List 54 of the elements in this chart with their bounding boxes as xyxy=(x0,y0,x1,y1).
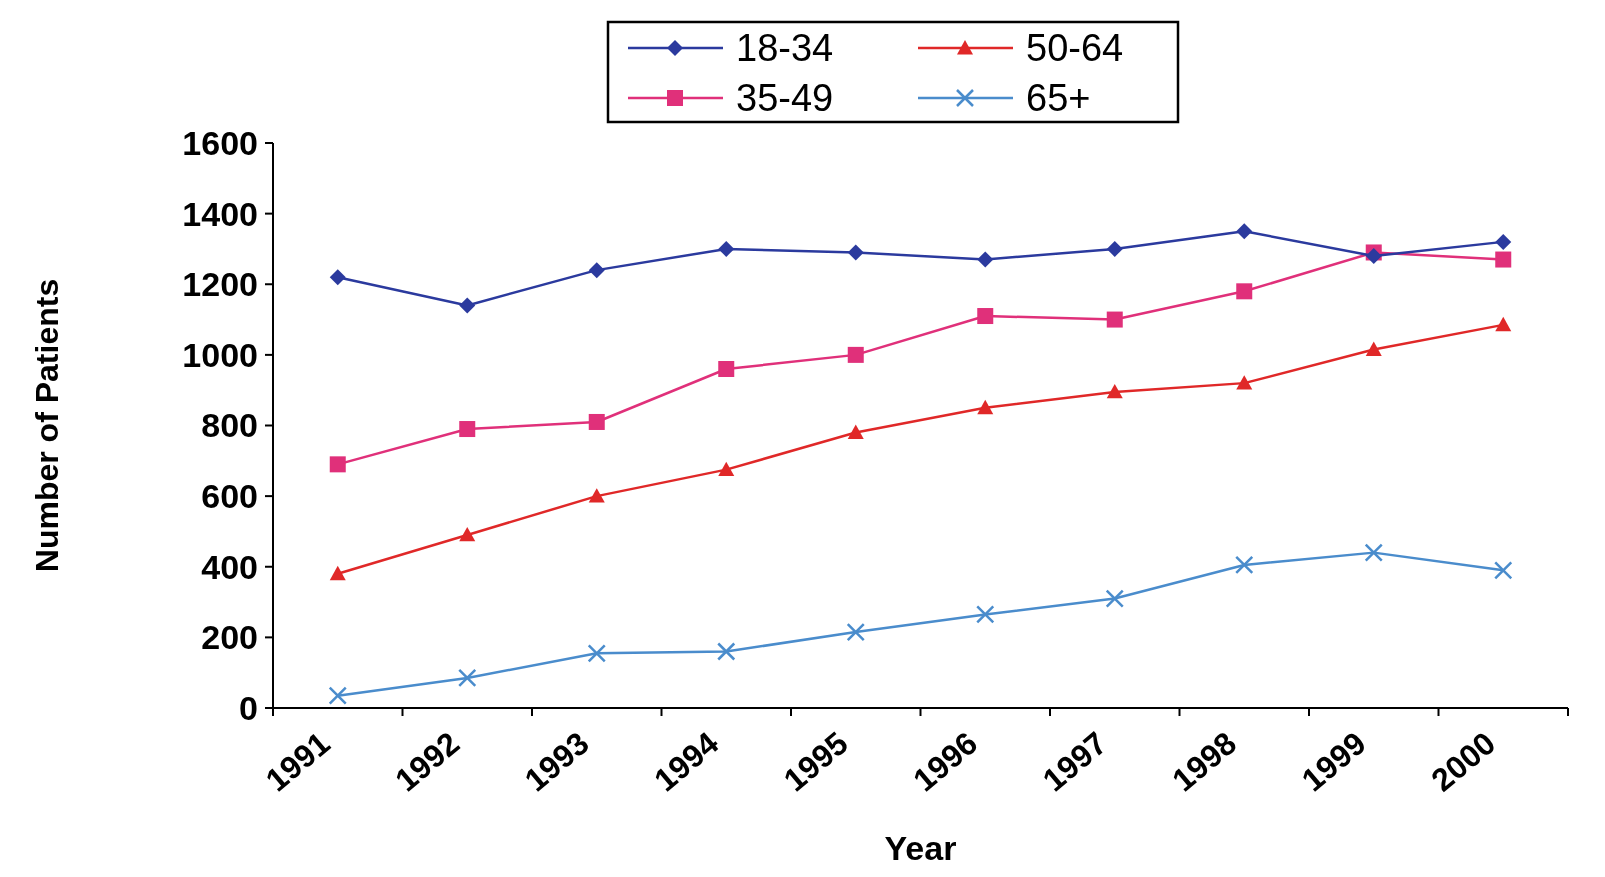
point xyxy=(1495,251,1512,268)
point xyxy=(1236,283,1253,300)
point xyxy=(1106,311,1123,328)
y-tick-label: 0 xyxy=(239,688,258,727)
y-tick-label: 1600 xyxy=(182,123,258,162)
point xyxy=(847,244,864,261)
point xyxy=(328,686,347,705)
point xyxy=(1106,383,1123,399)
point xyxy=(1236,223,1253,240)
point xyxy=(587,644,606,663)
point xyxy=(459,297,476,314)
point xyxy=(1494,561,1513,580)
point xyxy=(459,526,476,542)
point xyxy=(458,668,477,688)
legend-label: 35-49 xyxy=(736,77,834,120)
point xyxy=(977,399,994,415)
point xyxy=(976,605,995,624)
point xyxy=(588,488,605,503)
point xyxy=(977,308,994,325)
point xyxy=(977,251,994,268)
point xyxy=(1495,233,1512,250)
point xyxy=(329,456,346,473)
point xyxy=(1364,543,1383,562)
point xyxy=(1105,589,1124,608)
y-tick-label: 200 xyxy=(201,618,258,657)
y-tick-label: 400 xyxy=(201,547,258,586)
point xyxy=(718,361,735,377)
y-tick-label: 800 xyxy=(201,406,258,445)
y-tick-label: 600 xyxy=(201,477,258,516)
point xyxy=(1495,316,1512,332)
y-tick-label: 1000 xyxy=(182,335,258,374)
point xyxy=(329,269,346,286)
point xyxy=(717,642,736,661)
y-tick-label: 1200 xyxy=(182,265,258,304)
point xyxy=(1365,248,1382,264)
point xyxy=(847,424,864,439)
point xyxy=(847,346,864,363)
y-axis-title: Number of Patients xyxy=(29,278,65,573)
point xyxy=(718,461,735,477)
point xyxy=(1235,555,1254,575)
point xyxy=(459,421,476,438)
point xyxy=(1365,341,1382,356)
point xyxy=(588,262,605,279)
y-tick-label: 1400 xyxy=(182,194,258,233)
point xyxy=(718,240,735,257)
legend-label: 65+ xyxy=(1026,77,1091,120)
point xyxy=(329,565,346,581)
x-axis-title: Year xyxy=(884,829,957,867)
point xyxy=(1236,375,1253,390)
legend-label: 18-34 xyxy=(736,27,834,70)
point xyxy=(1106,240,1123,257)
point xyxy=(846,622,865,642)
point xyxy=(588,413,605,430)
legend-label: 50-64 xyxy=(1026,27,1124,70)
